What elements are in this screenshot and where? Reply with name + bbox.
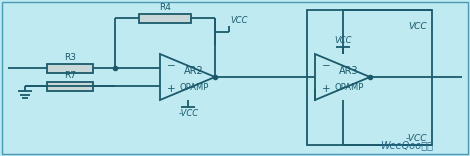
Text: +: + bbox=[167, 83, 176, 93]
Text: R3: R3 bbox=[64, 53, 76, 61]
Text: −: − bbox=[322, 61, 331, 71]
Text: +: + bbox=[322, 83, 330, 93]
Text: −: − bbox=[167, 61, 176, 71]
Text: R7: R7 bbox=[64, 71, 76, 80]
Text: OPAMP: OPAMP bbox=[180, 83, 209, 92]
Bar bbox=[139, 14, 191, 22]
Bar bbox=[47, 63, 94, 73]
Bar bbox=[307, 10, 432, 145]
Text: -VCC: -VCC bbox=[179, 109, 198, 118]
Text: AR2: AR2 bbox=[184, 66, 204, 76]
Text: VCC: VCC bbox=[335, 36, 352, 45]
Text: WeeQoo维库: WeeQoo维库 bbox=[380, 140, 433, 150]
Bar bbox=[47, 81, 94, 90]
Text: -VCC: -VCC bbox=[406, 134, 427, 143]
Text: VCC: VCC bbox=[408, 22, 427, 31]
Text: AR3: AR3 bbox=[339, 66, 359, 76]
Text: OPAMP: OPAMP bbox=[335, 83, 364, 92]
Text: VCC: VCC bbox=[230, 16, 248, 25]
Text: R4: R4 bbox=[159, 2, 171, 12]
